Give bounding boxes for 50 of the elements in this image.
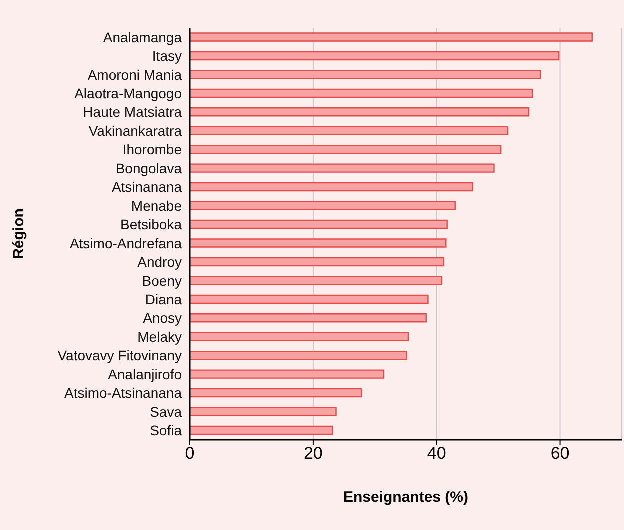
y-tick-label: Sofia [150,422,182,439]
y-tick-label: Vatovavy Fitovinany [58,348,182,364]
bar [190,126,508,136]
bar [190,51,560,61]
y-tick-label: Diana [145,292,182,308]
y-tick-label: Androy [138,254,182,270]
bar [190,238,447,248]
y-tick-label: Sava [150,404,182,420]
bar [190,276,442,286]
bar [190,220,448,230]
y-tick-label: Atsinanana [112,179,182,196]
y-tick-label: Itasy [152,48,182,64]
bar [190,332,410,342]
bar [190,32,593,42]
y-tick-label: Boeny [142,272,182,289]
bar [190,370,384,379]
bar [190,426,334,436]
x-tick-label: 0 [185,444,195,464]
y-tick-label: Amoroni Mania [88,66,182,83]
bar [190,88,534,98]
y-tick-label: Bongolava [116,160,182,176]
x-tick-label: 40 [427,444,446,464]
y-tick-label: Atsimo-Andrefana [70,235,182,252]
bar [190,314,427,323]
y-tick-label: Vakinankaratra [88,122,182,139]
y-axis-title: Région [10,208,28,260]
y-tick-label: Atsimo-Atsinanana [64,385,182,402]
bar [190,164,495,173]
bar [190,145,502,154]
bar [190,294,429,304]
y-tick-label: Menabe [131,198,182,214]
y-tick-label: Ihorombe [122,142,182,158]
bar [190,257,444,267]
y-tick-label: Analanjirofo [108,366,182,382]
bar [190,201,456,210]
bar [190,70,542,80]
y-tick-label: Melaky [138,328,182,345]
x-tick-label: 20 [304,444,323,464]
x-axis-title: Enseignantes (%) [343,489,469,506]
y-tick-label: Haute Matsiatra [83,104,182,120]
y-tick-label: Alaotra-Mangogo [74,86,182,102]
y-tick-label: Anosy [143,310,182,326]
bar [190,108,530,117]
y-tick-label: Analamanga [103,29,182,46]
y-tick-label: Betsiboka [120,216,182,233]
bar [190,407,337,416]
bar [190,388,362,398]
x-tick-label: 60 [550,444,570,464]
bar [190,351,408,360]
bar [190,182,474,192]
